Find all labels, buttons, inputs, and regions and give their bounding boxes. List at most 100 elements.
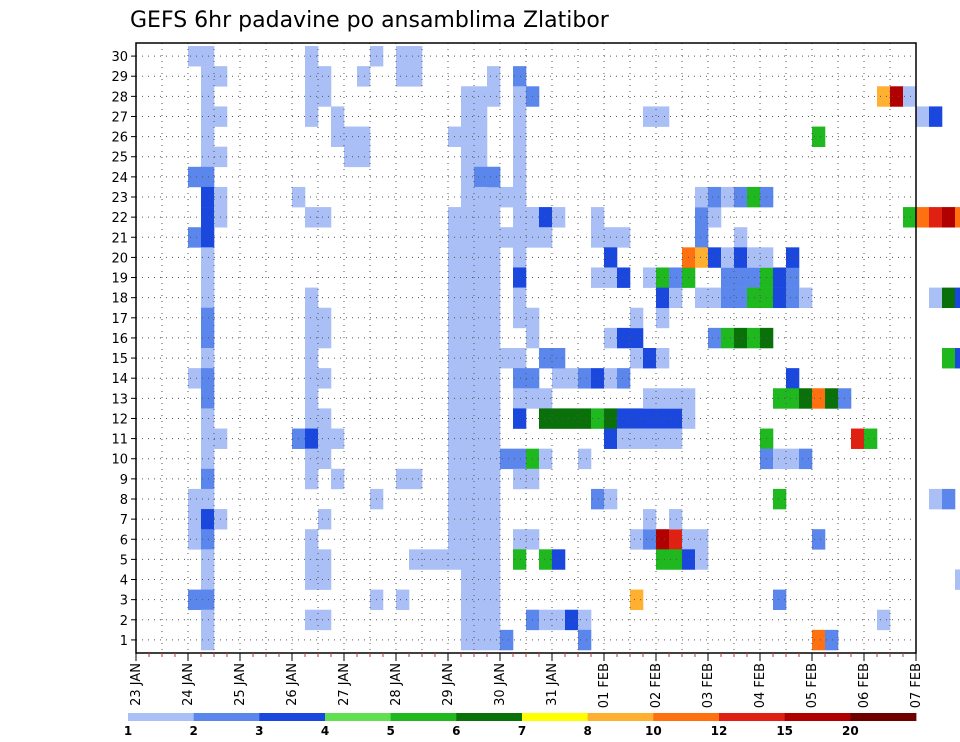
heatmap-cell: [201, 468, 215, 490]
heatmap-cell: [734, 267, 748, 288]
heatmap-cell: [201, 549, 215, 570]
x-tick-label: 04 FEB: [753, 663, 768, 708]
heatmap-cell: [656, 388, 670, 409]
heatmap-cell: [721, 186, 735, 208]
heatmap-cell: [461, 247, 475, 268]
heatmap-cell: [539, 448, 553, 470]
heatmap-cell: [474, 468, 488, 490]
heatmap-cell: [643, 509, 657, 530]
heatmap-cell: [318, 86, 332, 107]
x-tick-label: 23 JAN: [129, 663, 144, 706]
heatmap-cell: [773, 388, 787, 409]
heatmap-cell: [201, 186, 215, 208]
heatmap-cell: [396, 46, 410, 67]
heatmap-cell: [318, 368, 332, 389]
y-tick-label: 16: [111, 332, 128, 347]
heatmap-cell: [461, 287, 475, 309]
axes: 1234567891011121314151617181920212223242…: [111, 42, 924, 708]
heatmap-cell: [656, 307, 670, 329]
heatmap-cell: [318, 327, 332, 349]
heatmap-cell: [474, 166, 488, 188]
heatmap-cell: [656, 529, 670, 550]
heatmap-cell: [305, 388, 319, 409]
heatmap-cell: [318, 549, 332, 570]
y-tick-label: 18: [111, 292, 128, 307]
heatmap-cell: [890, 86, 904, 107]
heatmap-cell: [357, 146, 371, 168]
heatmap-cell: [201, 609, 215, 631]
heatmap-cell: [630, 589, 644, 611]
heatmap-cell: [461, 629, 475, 651]
x-tick-label: 05 FEB: [805, 663, 820, 708]
heatmap-cell: [643, 428, 657, 449]
heatmap-cell: [786, 247, 800, 268]
heatmap-cell: [487, 86, 501, 107]
y-tick-label: 19: [111, 272, 128, 287]
heatmap-cell: [318, 307, 332, 329]
heatmap-cell: [513, 146, 527, 168]
colorbar-swatch: [850, 713, 917, 721]
heatmap-cell: [786, 448, 800, 470]
x-tick-label: 29 JAN: [441, 663, 456, 706]
colorbar-label: 1: [124, 724, 132, 738]
heatmap-cell: [201, 227, 215, 248]
colorbar-label: 20: [842, 724, 859, 738]
heatmap-cell: [669, 408, 683, 429]
heatmap-cell: [331, 106, 345, 127]
heatmap-cell: [513, 186, 527, 208]
colorbar-swatch: [653, 713, 720, 721]
heatmap-cell: [565, 609, 579, 631]
heatmap-cell: [318, 609, 332, 631]
heatmap-cell: [487, 247, 501, 268]
heatmap-cell: [695, 287, 709, 309]
heatmap-cell: [474, 106, 488, 127]
heatmap-cell: [721, 287, 735, 309]
heatmap-cell: [565, 368, 579, 389]
y-tick-label: 21: [111, 231, 128, 246]
heatmap-cell: [552, 408, 566, 429]
heatmap-cell: [799, 388, 813, 409]
heatmap-cell: [487, 609, 501, 631]
heatmap-cell: [409, 66, 423, 87]
heatmap-cell: [474, 86, 488, 107]
heatmap-cell: [201, 267, 215, 288]
heatmap-cell: [773, 287, 787, 309]
heatmap-cell: [812, 629, 826, 651]
heatmap-cell: [500, 227, 514, 248]
heatmap-cell: [461, 86, 475, 107]
heatmap-cell: [474, 529, 488, 550]
heatmap-cell: [487, 186, 501, 208]
heatmap-cell: [318, 408, 332, 429]
colorbar-label: 5: [386, 724, 394, 738]
y-tick-label: 5: [120, 553, 128, 568]
heatmap-cell: [734, 186, 748, 208]
heatmap-cell: [474, 348, 488, 369]
heatmap-cell: [305, 348, 319, 369]
x-tick-label: 28 JAN: [389, 663, 404, 706]
chart-title: GEFS 6hr padavine po ansamblima Zlatibor: [130, 8, 610, 33]
heatmap-cell: [357, 126, 371, 147]
heatmap-cell: [474, 569, 488, 590]
heatmap-cell: [942, 287, 956, 309]
heatmap-cell: [721, 327, 735, 349]
heatmap-cell: [188, 368, 202, 389]
heatmap-cell: [734, 287, 748, 309]
heatmap-cell: [344, 126, 358, 147]
colorbar-swatch: [128, 713, 195, 721]
y-tick-label: 24: [111, 171, 128, 186]
heatmap-cell: [305, 468, 319, 490]
colorbar-label: 4: [321, 724, 329, 738]
heatmap-cell: [955, 348, 960, 369]
heatmap-cell: [487, 549, 501, 570]
heatmap-cell: [461, 529, 475, 550]
dotted-grid: [136, 43, 916, 653]
heatmap-cell: [669, 549, 683, 570]
y-tick-label: 11: [111, 433, 128, 448]
heatmap-cell: [825, 388, 839, 409]
heatmap-cell: [747, 247, 761, 268]
heatmap-cell: [708, 287, 722, 309]
colorbar-swatch: [719, 713, 786, 721]
heatmap-cell: [591, 207, 605, 228]
heatmap-cell: [201, 327, 215, 349]
